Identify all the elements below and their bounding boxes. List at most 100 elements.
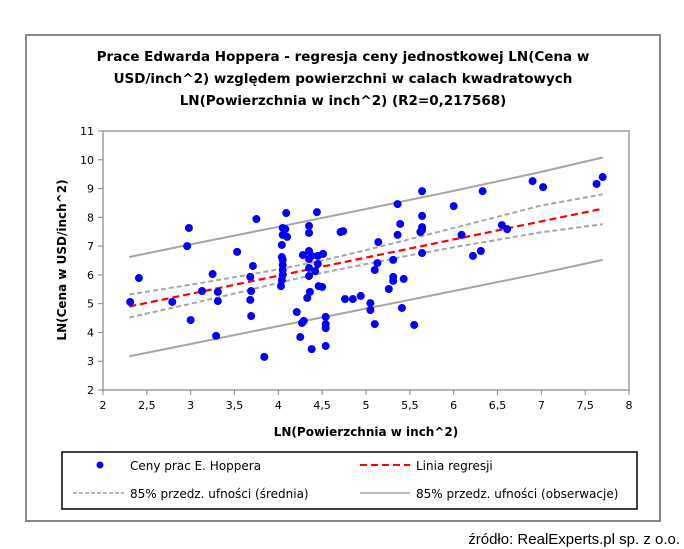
data-point <box>168 297 177 306</box>
data-point <box>476 247 485 256</box>
x-tick-label: 7 <box>538 399 545 412</box>
data-point <box>393 200 402 209</box>
data-point <box>247 287 256 296</box>
x-tick-label: 6 <box>450 399 457 412</box>
data-point <box>319 249 328 258</box>
y-tick-label: 6 <box>87 269 94 282</box>
data-point <box>356 291 365 300</box>
y-tick-label: 7 <box>87 240 94 253</box>
x-tick-label: 4 <box>275 399 282 412</box>
data-point <box>126 297 135 306</box>
data-point <box>186 316 195 325</box>
data-point <box>213 287 222 296</box>
data-point <box>282 209 291 218</box>
y-tick-label: 11 <box>80 125 94 138</box>
regression-line <box>129 207 603 308</box>
data-point <box>321 312 330 321</box>
data-point <box>307 345 316 354</box>
x-tick-label: 8 <box>626 399 633 412</box>
data-point <box>370 320 379 329</box>
data-point <box>348 295 357 304</box>
data-point <box>305 263 314 272</box>
data-point <box>468 251 477 260</box>
data-point <box>366 305 375 314</box>
y-tick-label: 3 <box>87 355 94 368</box>
data-point <box>276 282 285 291</box>
source-note: źródło: RealExperts.pl sp. z o.o. <box>468 531 680 548</box>
data-point <box>260 352 269 361</box>
data-point <box>247 312 256 321</box>
data-point <box>208 270 217 279</box>
data-point <box>305 221 314 230</box>
x-tick-label: 5,5 <box>401 399 419 412</box>
mean-ci-upper-line <box>129 193 603 296</box>
data-point <box>340 295 349 304</box>
x-tick-label: 6,5 <box>489 399 507 412</box>
data-point <box>528 177 537 186</box>
chart-frame <box>25 34 661 522</box>
mean-ci-lower-line <box>129 223 603 319</box>
data-point <box>384 284 393 293</box>
data-point <box>318 282 327 291</box>
data-point <box>246 272 255 281</box>
legend-label-obs-ci: 85% przedz. ufności (obserwacje) <box>416 487 618 501</box>
legend-marker-points <box>96 461 104 469</box>
legend: Ceny prac E. Hoppera Linia regresji 85% … <box>61 451 638 510</box>
data-point <box>292 308 301 317</box>
data-point <box>313 259 322 268</box>
data-point <box>410 320 419 329</box>
data-point <box>311 267 320 276</box>
data-point <box>213 297 222 306</box>
y-axis-label: LN(Cena w USD/inch^2) <box>55 179 69 340</box>
legend-label-regression: Linia regresji <box>416 459 493 473</box>
data-point <box>374 238 383 247</box>
data-point <box>283 232 292 241</box>
obs-ci-lower-line <box>129 258 603 358</box>
data-point <box>212 331 221 340</box>
x-tick-label: 4,5 <box>313 399 331 412</box>
data-point <box>397 303 406 312</box>
data-point <box>305 287 314 296</box>
data-point <box>134 274 143 283</box>
x-tick-label: 5 <box>363 399 370 412</box>
x-tick-label: 3 <box>187 399 194 412</box>
legend-label-points: Ceny prac E. Hoppera <box>130 459 261 473</box>
data-point <box>370 265 379 274</box>
y-tick-label: 2 <box>87 384 94 397</box>
x-tick-label: 2,5 <box>138 399 156 412</box>
y-tick-label: 5 <box>87 298 94 311</box>
data-point <box>305 228 314 237</box>
data-point <box>198 287 207 296</box>
data-point <box>246 295 255 304</box>
y-tick-label: 8 <box>87 211 94 224</box>
data-point <box>296 333 305 342</box>
data-point <box>418 211 427 220</box>
x-axis-label: LN(Powierzchnia w inch^2) <box>274 425 459 439</box>
data-point <box>312 208 321 217</box>
data-point <box>396 219 405 228</box>
x-tick-label: 7,5 <box>576 399 594 412</box>
y-tick-label: 4 <box>87 326 94 339</box>
data-point <box>339 227 348 236</box>
data-point <box>184 223 193 232</box>
data-point <box>298 251 307 260</box>
data-point <box>457 230 466 239</box>
data-point <box>305 255 314 264</box>
x-tick-label: 2 <box>100 399 107 412</box>
chart-title-line-3: LN(Powierzchnia w inch^2) (R2=0,217568) <box>180 93 507 109</box>
data-point <box>252 215 261 224</box>
data-point <box>277 240 286 249</box>
data-point <box>321 341 330 350</box>
data-point <box>183 242 192 251</box>
data-point <box>248 261 257 270</box>
y-tick-label: 9 <box>87 183 94 196</box>
data-point <box>321 324 330 333</box>
data-point <box>539 183 548 192</box>
data-point <box>478 187 487 196</box>
data-point <box>598 173 607 182</box>
chart-title-line-1: Prace Edwarda Hoppera - regresja ceny je… <box>97 49 590 65</box>
data-point <box>503 225 512 234</box>
data-point <box>592 179 601 188</box>
data-point <box>418 249 427 258</box>
data-point <box>373 259 382 268</box>
